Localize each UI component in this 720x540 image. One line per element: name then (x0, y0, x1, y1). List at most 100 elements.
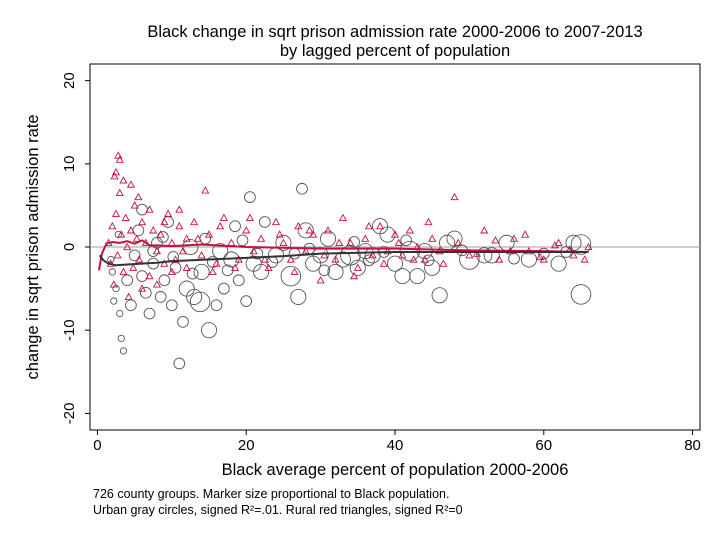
urban-circle-point (334, 251, 351, 268)
y-axis-label: change in sqrt prison admission rate (24, 114, 42, 379)
rural-triangle-point (160, 259, 169, 267)
urban-circle-point (409, 268, 426, 285)
rural-triangle-point (138, 284, 147, 292)
x-axis: 0 20 40 60 80 (93, 430, 701, 454)
rural-triangle-point (550, 241, 560, 249)
urban-circle-point (186, 267, 199, 280)
y-tick-label: 0 (61, 243, 78, 251)
rural-triangle-point (275, 230, 284, 238)
rural-triangle-point (271, 217, 281, 226)
rural-triangle-point (465, 251, 474, 259)
rural-triangle-point (117, 230, 126, 238)
rural-triangle-point (331, 255, 340, 263)
x-tick-label: 80 (684, 437, 701, 454)
fit-line (97, 239, 589, 271)
rural-triangle-point (580, 255, 589, 263)
urban-circle-point (107, 255, 115, 264)
urban-circle-point (476, 247, 493, 264)
fit-line (98, 250, 589, 267)
urban-circle-point (483, 247, 500, 264)
rural-triangle-point (178, 246, 188, 255)
rural-triangle-point (286, 255, 295, 263)
rural-triangle-point (376, 221, 385, 230)
rural-triangle-point (121, 213, 130, 221)
rural-triangle-point (219, 213, 228, 221)
urban-circle-point (189, 291, 211, 313)
rural-triangle-point (164, 209, 173, 217)
rural-triangle-point (193, 234, 202, 242)
urban-circle-point (570, 234, 592, 255)
rural-triangle-point (119, 267, 128, 276)
rural-triangle-point (115, 155, 124, 163)
urban-circle-point (186, 288, 203, 305)
rural-triangle-point (521, 230, 530, 238)
rural-triangle-point (110, 172, 119, 180)
urban-circle-point (173, 357, 186, 370)
rural-triangle-point (472, 249, 481, 257)
rural-triangle-point (554, 238, 563, 246)
urban-circle-point (319, 230, 337, 247)
rural-triangle-point (171, 255, 180, 263)
rural-triangle-point (124, 292, 133, 300)
rural-triangle-point (130, 201, 139, 209)
urban-circle-point (177, 316, 189, 328)
rural-triangle-point (152, 246, 162, 255)
urban-circle-point (258, 216, 271, 228)
rural-triangle-point (175, 205, 184, 213)
rural-triangle-point (249, 246, 258, 255)
x-tick-label: 20 (238, 437, 255, 454)
rural-triangle-point (113, 251, 122, 259)
x-axis-label: Black average percent of population 2000… (222, 461, 569, 479)
y-axis: -20 -10 0 10 20 (61, 72, 90, 424)
rural-triangle-point (290, 267, 299, 276)
urban-circle-point (240, 295, 253, 307)
urban-circle-point (110, 297, 118, 305)
rural-triangle-point (535, 252, 545, 261)
urban-circle-point (229, 220, 241, 233)
urban-circle-point (537, 247, 550, 260)
rural-triangle-point (264, 263, 273, 271)
urban-circle-point (165, 299, 178, 312)
rural-triangle-point (152, 280, 162, 288)
urban-circle-point (431, 287, 448, 304)
urban-circle-point (297, 222, 314, 239)
x-tick-label: 0 (93, 437, 101, 454)
rural-triangle-point (480, 226, 489, 234)
rural-triangle-point (409, 255, 418, 263)
rural-triangle-point (294, 221, 303, 230)
rural-triangle-point (309, 230, 318, 238)
urban-circle-point (200, 322, 218, 339)
urban-circle-point (363, 254, 375, 267)
urban-circle-point (550, 255, 567, 272)
y-tick-label: 20 (61, 72, 78, 89)
rural-triangle-point (335, 238, 344, 246)
rural-triangle-point (126, 226, 135, 234)
rural-triangle-point (405, 226, 414, 234)
urban-circle-point (424, 259, 441, 276)
fit-lines-layer (97, 239, 589, 271)
urban-circle-point (357, 243, 374, 260)
urban-circle-point (253, 263, 270, 281)
rural-triangle-point (109, 280, 118, 288)
rural-triangle-point (175, 221, 184, 230)
rural-triangle-point (167, 267, 176, 276)
urban-circle-point (154, 291, 167, 303)
rural-triangle-point (126, 180, 135, 188)
urban-circle-point (206, 256, 219, 268)
rural-triangle-point (245, 213, 255, 221)
rural-triangle-point (145, 205, 154, 213)
footnote-2: Urban gray circles, signed R²=.01. Rural… (93, 503, 463, 517)
urban-circle-point (275, 234, 292, 251)
rural-triangle-point (394, 238, 403, 246)
rural-triangle-point (160, 217, 169, 226)
rural-triangle-point (134, 192, 143, 201)
rural-triangle-point (123, 242, 132, 251)
rural-triangle-point (316, 276, 325, 284)
urban-circle-point (210, 299, 223, 312)
urban-circle-point (290, 288, 307, 305)
urban-circle-point (232, 274, 245, 287)
urban-circle-point (280, 265, 302, 287)
rural-triangle-point (230, 263, 240, 271)
rural-triangle-point (509, 234, 519, 242)
